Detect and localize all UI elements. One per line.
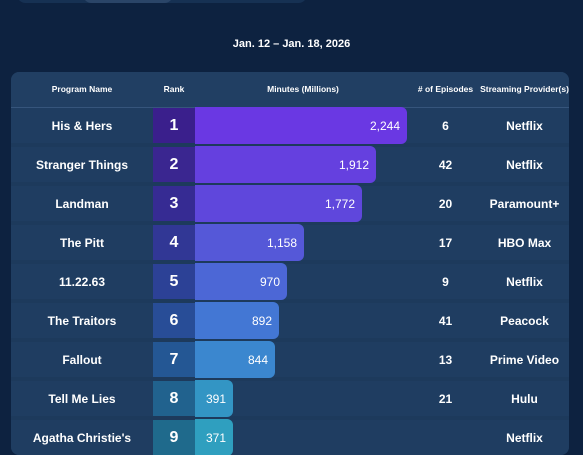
- minutes-bar: 844: [195, 341, 275, 378]
- table-header: Program Name Rank Minutes (Millions) # o…: [11, 72, 569, 108]
- rank-cell: 8: [153, 381, 195, 416]
- minutes-cell: 371: [195, 419, 411, 455]
- header-provider: Streaming Provider(s): [480, 84, 569, 95]
- minutes-bar: 970: [195, 263, 287, 300]
- minutes-cell: 1,158: [195, 224, 411, 261]
- table-row: Landman 3 1,772 20 Paramount+: [11, 185, 569, 222]
- rank-cell: 3: [153, 186, 195, 221]
- view-toggle[interactable]: [17, 0, 307, 3]
- program-name: Tell Me Lies: [48, 391, 116, 406]
- rank-cell: 9: [153, 420, 195, 455]
- rank-cell: 6: [153, 303, 195, 338]
- program-name: The Pitt: [60, 235, 104, 250]
- streaming-provider: Netflix: [506, 118, 543, 133]
- rank-cell: 2: [153, 147, 195, 182]
- streaming-provider: Netflix: [506, 274, 543, 289]
- episodes-count: 6: [442, 118, 449, 133]
- table-body: His & Hers 1 2,244 6 Netflix Stranger Things 2…: [11, 107, 569, 455]
- table-row: The Pitt 4 1,158 17 HBO Max: [11, 224, 569, 261]
- table-row: Tell Me Lies 8 391 21 Hulu: [11, 380, 569, 417]
- program-name: The Traitors: [47, 313, 117, 328]
- minutes-cell: 970: [195, 263, 411, 300]
- program-name: Fallout: [62, 352, 102, 367]
- minutes-bar: 1,912: [195, 146, 376, 183]
- minutes-cell: 1,772: [195, 185, 411, 222]
- rank-cell: 1: [153, 108, 195, 143]
- program-name: Stranger Things: [35, 157, 128, 172]
- rank-cell: 7: [153, 342, 195, 377]
- program-name: Landman: [55, 196, 109, 211]
- date-range: Jan. 12 – Jan. 18, 2026: [232, 38, 351, 50]
- view-toggle-selected-segment[interactable]: [83, 0, 173, 3]
- minutes-bar: 892: [195, 302, 279, 339]
- streaming-provider: Peacock: [500, 313, 549, 328]
- rank-cell: 5: [153, 264, 195, 299]
- minutes-cell: 391: [195, 380, 411, 417]
- episodes-count: 13: [438, 352, 453, 367]
- header-program-name: Program Name: [51, 84, 113, 95]
- rank-cell: 4: [153, 225, 195, 260]
- program-name: 11.22.63: [58, 274, 106, 289]
- episodes-count: 41: [438, 313, 453, 328]
- table-row: His & Hers 1 2,244 6 Netflix: [11, 107, 569, 144]
- table-row: 11.22.63 5 970 9 Netflix: [11, 263, 569, 300]
- minutes-cell: 2,244: [195, 107, 411, 144]
- streaming-provider: HBO Max: [497, 235, 552, 250]
- header-episodes: # of Episodes: [417, 84, 474, 95]
- streaming-provider: Hulu: [511, 391, 538, 406]
- streaming-provider: Netflix: [506, 157, 543, 172]
- table-row: Stranger Things 2 1,912 42 Netflix: [11, 146, 569, 183]
- minutes-bar: 1,158: [195, 224, 304, 261]
- table-row: The Traitors 6 892 41 Peacock: [11, 302, 569, 339]
- streaming-provider: Paramount+: [489, 196, 560, 211]
- minutes-bar: 2,244: [195, 107, 407, 144]
- episodes-count: 42: [438, 157, 453, 172]
- minutes-cell: 1,912: [195, 146, 411, 183]
- episodes-count: 21: [438, 391, 453, 406]
- streaming-provider: Prime Video: [489, 352, 560, 367]
- table-row: Fallout 7 844 13 Prime Video: [11, 341, 569, 378]
- streaming-provider: Netflix: [506, 430, 543, 445]
- minutes-bar: 1,772: [195, 185, 362, 222]
- minutes-cell: 892: [195, 302, 411, 339]
- minutes-bar: 391: [195, 380, 233, 417]
- ratings-table: Program Name Rank Minutes (Millions) # o…: [11, 72, 569, 455]
- table-row: Agatha Christie's 9 371 Netflix: [11, 419, 569, 455]
- episodes-count: [411, 420, 480, 455]
- program-name: His & Hers: [51, 118, 113, 133]
- header-rank: Rank: [163, 84, 185, 95]
- program-name: Agatha Christie's: [32, 430, 132, 445]
- episodes-count: 17: [438, 235, 453, 250]
- episodes-count: 9: [442, 274, 449, 289]
- minutes-cell: 844: [195, 341, 411, 378]
- header-minutes: Minutes (Millions): [267, 84, 339, 95]
- minutes-bar: 371: [195, 419, 233, 455]
- episodes-count: 20: [438, 196, 453, 211]
